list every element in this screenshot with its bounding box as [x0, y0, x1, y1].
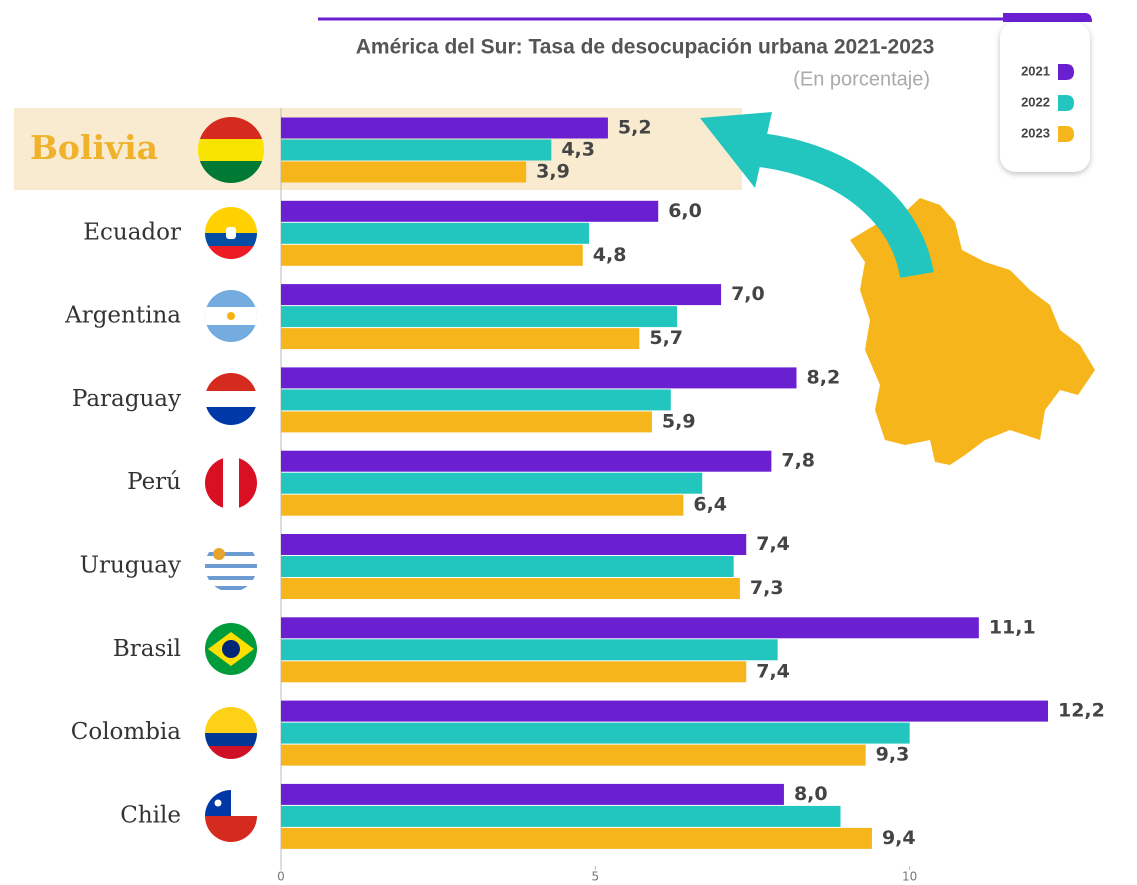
category-label: Argentina	[64, 303, 181, 329]
legend-swatch	[1058, 95, 1074, 111]
bar	[281, 139, 552, 161]
flag-paraguay	[205, 373, 257, 425]
x-tick-label: 0	[277, 870, 285, 882]
category-label: Chile	[120, 802, 181, 828]
bar	[281, 328, 640, 350]
flag-argentina	[205, 290, 257, 342]
value-label: 7,4	[756, 660, 790, 682]
flag-uruguay	[205, 540, 257, 592]
category-label: Paraguay	[72, 386, 181, 412]
bar	[281, 744, 866, 766]
value-label: 11,1	[989, 616, 1036, 638]
flag-brasil	[205, 623, 257, 675]
bar	[281, 639, 778, 661]
value-label: 5,2	[618, 117, 652, 139]
value-label: 3,9	[536, 161, 570, 183]
bar	[281, 200, 659, 222]
value-label: 7,0	[731, 283, 765, 305]
category-label: Uruguay	[80, 553, 181, 579]
value-label: 6,4	[693, 494, 727, 516]
x-tick-label: 10	[902, 870, 917, 882]
arrow-head	[700, 112, 772, 188]
bar	[281, 367, 797, 389]
value-label: 6,0	[668, 200, 702, 222]
flag-peru	[205, 457, 257, 509]
value-label: 8,0	[794, 783, 828, 805]
bar	[281, 222, 590, 244]
bar	[281, 534, 747, 555]
value-label: 7,3	[750, 577, 784, 599]
flag-ecuador	[205, 207, 257, 259]
flag-bolivia	[198, 117, 264, 183]
value-label: 4,3	[561, 139, 595, 161]
bar	[281, 450, 772, 472]
bar	[281, 244, 583, 266]
bar	[281, 700, 1048, 722]
highlight-label: Bolivia	[30, 128, 158, 167]
bar	[281, 306, 678, 328]
legend-label: 2022	[1021, 94, 1050, 109]
value-label: 7,8	[781, 450, 815, 472]
bar	[281, 578, 740, 599]
bar	[281, 161, 527, 183]
bar	[281, 472, 703, 494]
bar	[281, 494, 684, 516]
value-label: 8,2	[807, 366, 841, 388]
value-label: 9,3	[876, 744, 910, 766]
value-label: 5,7	[649, 327, 683, 349]
category-label: Colombia	[71, 719, 182, 745]
bar	[281, 617, 979, 639]
category-label: Ecuador	[83, 219, 181, 245]
legend-label: 2021	[1021, 63, 1050, 78]
chart-subtitle: (En porcentaje)	[793, 68, 930, 90]
legend-label: 2023	[1021, 125, 1050, 140]
bar	[281, 389, 671, 411]
legend-swatch	[1058, 64, 1074, 80]
category-label: Perú	[127, 469, 181, 495]
bar	[281, 284, 722, 306]
flag-chile	[205, 790, 257, 842]
bar	[281, 117, 608, 139]
top-rule-end	[1003, 13, 1092, 22]
bar	[281, 411, 652, 433]
bar	[281, 805, 841, 827]
category-label: Brasil	[113, 636, 181, 662]
chart-title: América del Sur: Tasa de desocupación ur…	[356, 36, 935, 59]
value-label: 7,4	[756, 533, 790, 555]
value-label: 9,4	[882, 827, 916, 849]
value-label: 5,9	[662, 410, 696, 432]
bar	[281, 722, 910, 744]
bar	[281, 783, 784, 805]
flag-colombia	[205, 707, 257, 759]
bar	[281, 661, 747, 683]
arrow-body	[757, 133, 934, 279]
bar	[281, 556, 734, 577]
value-label: 12,2	[1058, 700, 1105, 722]
bar	[281, 827, 872, 849]
value-label: 4,8	[593, 244, 627, 266]
x-tick-label: 5	[592, 870, 600, 882]
legend-swatch	[1058, 126, 1074, 142]
